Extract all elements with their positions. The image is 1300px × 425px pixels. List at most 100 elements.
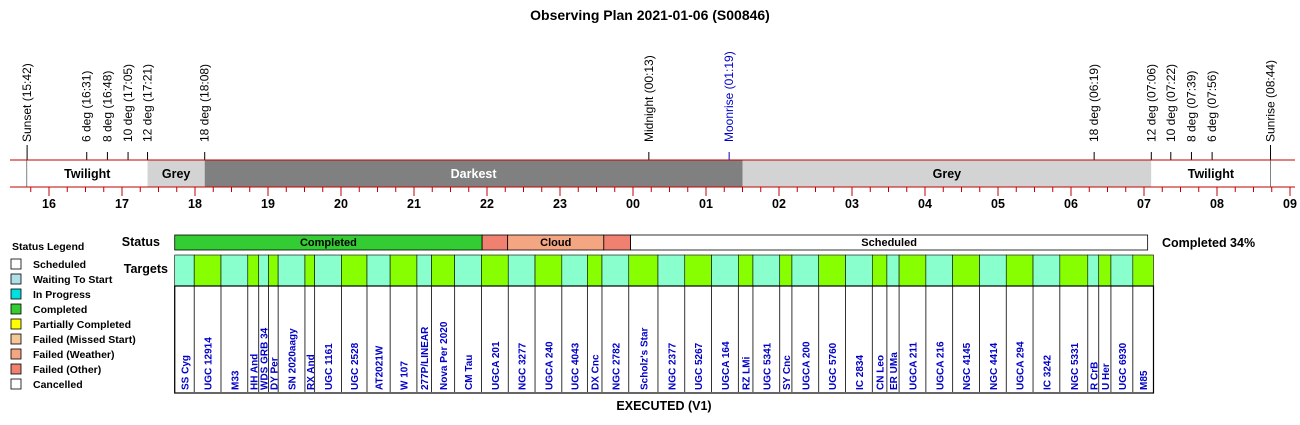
legend-item-label: In Progress: [33, 289, 91, 301]
target-block-40: [1087, 254, 1100, 287]
event-label: Sunrise (08:44): [1264, 60, 1278, 142]
target-name: UGC 5267: [694, 342, 705, 390]
hour-label: 06: [1064, 197, 1078, 211]
target-block-26: [752, 254, 781, 287]
executed-version-label: EXECUTED (V1): [616, 399, 711, 413]
target-block-38: [1032, 254, 1061, 287]
event-label: 6 deg (16:31): [80, 71, 94, 142]
legend-swatch: [10, 378, 22, 390]
target-block-10: [366, 254, 391, 287]
target-block-34: [925, 254, 953, 287]
target-name: UGC 6930: [1118, 342, 1129, 390]
hour-label: 22: [480, 197, 494, 211]
target-name: WDS GRB 34: [260, 327, 271, 390]
status-segment-label: Cloud: [540, 237, 571, 249]
legend-title: Status Legend: [12, 241, 84, 253]
target-block-18: [561, 254, 588, 287]
status-segment-3: [603, 234, 631, 251]
hour-label: 21: [407, 197, 421, 211]
hour-label: 07: [1137, 197, 1151, 211]
target-block-14: [454, 254, 482, 287]
completed-percentage: Completed 34%: [1162, 236, 1255, 250]
legend-item-label: Failed (Missed Start): [33, 334, 136, 346]
target-block-36: [979, 254, 1007, 287]
legend-swatch: [10, 333, 22, 345]
target-name: UGC 5341: [762, 342, 773, 390]
band-label: Twilight: [1188, 167, 1235, 181]
status-segment-4: [630, 234, 1149, 251]
hour-label: 23: [553, 197, 567, 211]
target-block-43: [1132, 254, 1154, 287]
event-label: Midnight (00:13): [642, 55, 656, 142]
target-block-33: [898, 254, 927, 287]
target-block-25: [738, 254, 754, 287]
target-block-35: [952, 254, 980, 287]
target-name: UGCA 164: [721, 341, 732, 390]
hour-label: 05: [991, 197, 1005, 211]
target-block-17: [534, 254, 563, 287]
target-name: W 107: [400, 361, 411, 390]
target-block-22: [657, 254, 686, 287]
target-name: HH And: [249, 354, 260, 390]
target-block-29: [818, 254, 846, 287]
band-1: [147, 160, 205, 187]
target-name: UGC 1161: [324, 343, 335, 390]
target-name: UGCA 211: [908, 342, 919, 390]
target-block-31: [871, 254, 888, 287]
event-markers: Sunset (15:42) 6 deg (16:31) 8 deg (16:48)…: [20, 51, 1278, 187]
hour-label: 09: [1283, 197, 1297, 211]
hour-label: 16: [42, 197, 56, 211]
hour-label: 01: [699, 197, 713, 211]
target-name: UGCA 201: [491, 341, 502, 390]
target-name: UGC 12914: [204, 337, 215, 390]
legend-item-label: Waiting To Start: [33, 274, 113, 286]
status-segment-label: Completed: [300, 237, 357, 249]
target-name: IC 2834: [855, 355, 866, 390]
target-block-0: [174, 254, 195, 287]
legend-swatch: [10, 318, 22, 330]
event-label: 12 deg (17:21): [141, 64, 155, 142]
target-block-23: [684, 254, 712, 287]
target-block-24: [711, 254, 739, 287]
target-name: CM Tau: [464, 355, 475, 390]
legend-item-label: Scheduled: [33, 259, 86, 271]
band-0: [27, 160, 148, 187]
target-name: DY Per: [269, 357, 280, 390]
band-2: [204, 160, 743, 187]
target-name: UGCA 216: [935, 341, 946, 390]
target-block-8: [314, 254, 342, 287]
target-block-2: [220, 254, 249, 287]
target-name: AT2021W: [375, 345, 386, 390]
target-block-37: [1005, 254, 1034, 287]
targets-frame: [174, 285, 1155, 394]
target-name: R CrB: [1089, 362, 1100, 390]
band-label: Grey: [933, 167, 962, 181]
target-name: RX And: [306, 354, 317, 390]
target-block-30: [845, 254, 873, 287]
event-label: 18 deg (18:08): [198, 64, 212, 142]
event-label: 8 deg (07:39): [1184, 71, 1198, 142]
target-block-4: [258, 254, 269, 287]
legend-item-label: Partially Completed: [33, 319, 131, 331]
target-name: UGC 5760: [828, 342, 839, 390]
target-block-21: [628, 254, 659, 287]
target-block-3: [247, 254, 260, 287]
targets-row-label: Targets: [124, 262, 168, 276]
hour-label: 20: [334, 197, 348, 211]
target-name: IC 3242: [1042, 355, 1053, 390]
status-bar: Completed Cloud Scheduled: [174, 234, 1149, 251]
hour-label: 02: [772, 197, 786, 211]
target-name: UGCA 294: [1016, 341, 1027, 390]
target-name: NGC 2377: [667, 342, 678, 390]
event-label: 10 deg (07:22): [1164, 64, 1178, 142]
target-name: ER UMa: [889, 352, 900, 390]
hour-label: 03: [845, 197, 859, 211]
target-block-5: [268, 254, 279, 287]
target-block-16: [507, 254, 536, 287]
band-4: [1151, 160, 1271, 187]
target-name: NGC 4145: [962, 342, 973, 390]
target-block-7: [304, 254, 315, 287]
event-label: Sunset (15:42): [20, 63, 34, 142]
